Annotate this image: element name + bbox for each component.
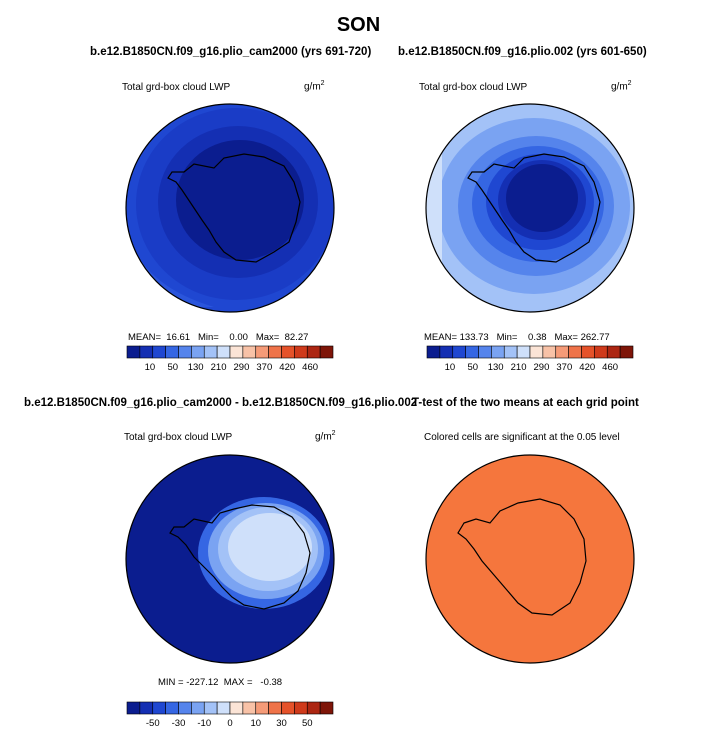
- panel-4-subtitle: Colored cells are significant at the 0.0…: [424, 432, 620, 443]
- panel-3-variable-label: Total grd-box cloud LWP: [124, 432, 233, 443]
- colorbar-swatch: [516, 345, 531, 359]
- colorbar-swatch: [203, 701, 218, 715]
- colorbar-swatch: [126, 701, 141, 715]
- colorbar-swatch: [229, 701, 244, 715]
- colorbar-swatch: [216, 345, 231, 359]
- colorbar-tick-label: 130: [188, 362, 204, 373]
- panel-3-stats: MIN = -227.12 MAX = -0.38: [158, 677, 283, 688]
- colorbar-swatch: [152, 701, 166, 715]
- colorbar-swatch: [294, 345, 308, 359]
- colorbar-tick-label: 30: [276, 718, 287, 729]
- colorbar-swatch: [139, 345, 154, 359]
- colorbar-tick-label: 0: [227, 718, 232, 729]
- colorbar-tick-label: 290: [234, 362, 250, 373]
- colorbar-swatch: [255, 701, 269, 715]
- colorbar-swatch: [529, 345, 544, 359]
- colorbar-swatch: [568, 345, 582, 359]
- colorbar-tick-label: 420: [279, 362, 295, 373]
- panel-2-units: g/m2: [611, 80, 632, 93]
- colorbar-tick-label: 420: [579, 362, 595, 373]
- panel-3-title: b.e12.B1850CN.f09_g16.plio_cam2000 - b.e…: [24, 397, 418, 409]
- colorbar-swatch: [619, 345, 634, 359]
- colorbar-swatch: [281, 701, 295, 715]
- panel-3-units: g/m2: [315, 430, 336, 443]
- colorbar-tick-label: 370: [256, 362, 272, 373]
- colorbar-tick-label: 210: [211, 362, 227, 373]
- colorbar-swatch: [242, 345, 257, 359]
- colorbar-swatch: [255, 345, 269, 359]
- colorbar-swatch: [606, 345, 621, 359]
- colorbar-swatch: [542, 345, 557, 359]
- colorbar-swatch: [178, 345, 192, 359]
- colorbar-swatch: [268, 345, 282, 359]
- colorbar-swatch: [594, 345, 608, 359]
- colorbar-swatch: [203, 345, 218, 359]
- colorbar-swatch: [294, 701, 308, 715]
- panel-1-stats: MEAN= 16.61 Min= 0.00 Max= 82.27: [128, 332, 309, 343]
- colorbar-tick-label: 50: [302, 718, 313, 729]
- colorbar-swatch: [581, 345, 595, 359]
- colorbar-tick-label: -30: [172, 718, 186, 729]
- colorbar-tick-label: 460: [602, 362, 618, 373]
- colorbar-panel-1: 10 50 130 210 290 370 420 460: [126, 345, 334, 373]
- colorbar-swatch: [452, 345, 466, 359]
- colorbar-swatch: [306, 701, 321, 715]
- colorbar-swatch: [319, 345, 334, 359]
- colorbar-swatch: [465, 345, 479, 359]
- colorbar-swatch: [139, 701, 154, 715]
- colorbar-swatch: [478, 345, 492, 359]
- colorbar-swatch: [491, 345, 505, 359]
- colorbar-tick-label: -50: [146, 718, 160, 729]
- colorbar-swatch: [306, 345, 321, 359]
- colorbar-swatch: [503, 345, 518, 359]
- panel-1-map: [125, 103, 335, 313]
- panel-2-variable-label: Total grd-box cloud LWP: [419, 82, 528, 93]
- colorbar-swatch: [281, 345, 295, 359]
- colorbar-swatch: [216, 701, 231, 715]
- colorbar-tick-label: 370: [556, 362, 572, 373]
- figure-title: SON: [336, 14, 381, 36]
- panel-2-title: b.e12.B1850CN.f09_g16.plio.002 (yrs 601-…: [398, 46, 647, 58]
- colorbar-swatch: [178, 701, 192, 715]
- colorbar-swatch: [165, 701, 179, 715]
- colorbar-swatch: [268, 701, 282, 715]
- colorbar-swatch: [229, 345, 244, 359]
- panel-1-title: b.e12.B1850CN.f09_g16.plio_cam2000 (yrs …: [90, 46, 372, 58]
- panel-4-map: [425, 454, 635, 664]
- colorbar-swatch: [191, 345, 205, 359]
- colorbar-swatch: [426, 345, 441, 359]
- colorbar-panel-3: -50 -30 -10 0 10 30 50: [126, 701, 334, 729]
- colorbar-tick-label: 10: [445, 362, 456, 373]
- colorbar-tick-label: 10: [145, 362, 156, 373]
- colorbar-swatch: [165, 345, 179, 359]
- panel-4-title: T-test of the two means at each grid poi…: [412, 397, 639, 409]
- colorbar-swatch: [439, 345, 454, 359]
- colorbar-swatch: [319, 701, 334, 715]
- colorbar-panel-2: 10 50 130 210 290 370 420 460: [426, 345, 634, 373]
- colorbar-swatch: [555, 345, 569, 359]
- panel-1-units: g/m2: [304, 80, 325, 93]
- colorbar-swatch: [191, 701, 205, 715]
- colorbar-tick-label: 290: [534, 362, 550, 373]
- colorbar-swatch: [152, 345, 166, 359]
- colorbar-tick-label: 50: [167, 362, 178, 373]
- colorbar-tick-label: 130: [488, 362, 504, 373]
- panel-1-variable-label: Total grd-box cloud LWP: [122, 82, 231, 93]
- colorbar-tick-label: 10: [250, 718, 261, 729]
- colorbar-tick-label: 210: [511, 362, 527, 373]
- colorbar-tick-label: 50: [467, 362, 478, 373]
- colorbar-tick-label: 460: [302, 362, 318, 373]
- panel-3-map: [125, 454, 335, 664]
- colorbar-swatch: [126, 345, 141, 359]
- colorbar-tick-label: -10: [197, 718, 211, 729]
- colorbar-swatch: [242, 701, 257, 715]
- panel-2-stats: MEAN= 133.73 Min= 0.38 Max= 262.77: [424, 332, 610, 343]
- panel-2-map: [425, 103, 635, 313]
